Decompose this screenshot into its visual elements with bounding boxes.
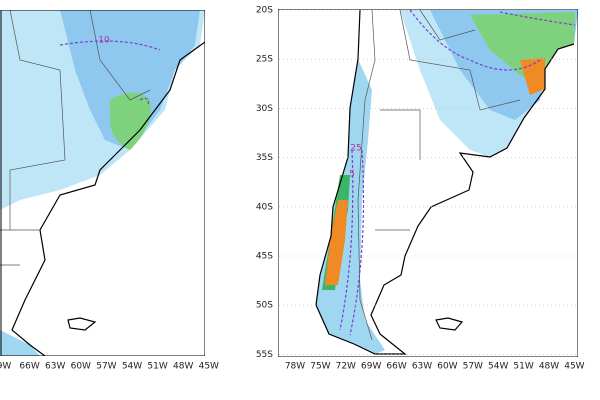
x-tick-label: 69W <box>361 362 381 372</box>
x-tick-label: 54W <box>488 362 508 372</box>
x-tick-label: 60W <box>437 362 457 372</box>
x-tick-label: 72W <box>336 362 356 372</box>
contour-label: 10 <box>98 36 110 46</box>
left-map <box>0 10 205 356</box>
x-tick-label: 54W <box>122 362 142 372</box>
x-tick-label: 9W <box>0 362 11 372</box>
y-tick-label: 20S <box>256 6 273 16</box>
x-tick-label: 75W <box>310 362 330 372</box>
x-tick-label: 63W <box>412 362 432 372</box>
x-tick-label: 57W <box>463 362 483 372</box>
x-tick-label: 51W <box>513 362 533 372</box>
contour-label: 5 <box>349 170 355 180</box>
right-map <box>278 9 578 357</box>
x-tick-label: 48W <box>173 362 193 372</box>
y-tick-label: 35S <box>256 153 273 163</box>
x-tick-label: 57W <box>96 362 116 372</box>
x-tick-label: 51W <box>147 362 167 372</box>
x-tick-label: 66W <box>386 362 406 372</box>
y-tick-label: 45S <box>256 252 273 262</box>
contour-label: 25 <box>350 144 361 154</box>
y-tick-label: 25S <box>256 55 273 65</box>
x-tick-label: 48W <box>539 362 559 372</box>
x-tick-label: 78W <box>285 362 305 372</box>
x-tick-label: 45W <box>564 362 584 372</box>
x-tick-label: 45W <box>199 362 219 372</box>
y-tick-label: 50S <box>256 301 273 311</box>
x-tick-label: 63W <box>45 362 65 372</box>
y-tick-label: 55S <box>256 350 273 360</box>
x-tick-label: 60W <box>71 362 91 372</box>
y-tick-label: 40S <box>256 202 273 212</box>
x-tick-label: 66W <box>19 362 39 372</box>
y-tick-label: 30S <box>256 104 273 114</box>
